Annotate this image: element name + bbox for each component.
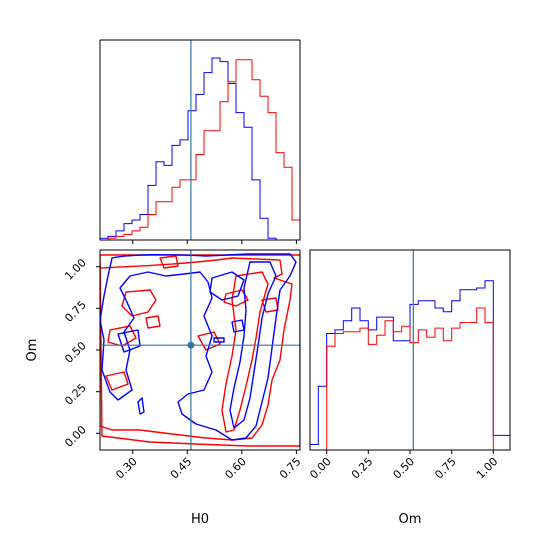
contour-red-inner xyxy=(100,257,293,441)
y-tick-label: 1.00 xyxy=(62,256,89,283)
contour-red-island xyxy=(105,371,129,391)
x-axis-label-H0: H0 xyxy=(191,512,209,527)
x-tick-label: 0.60 xyxy=(222,455,249,482)
contour-red-mid xyxy=(221,271,269,433)
panel-hist-H0 xyxy=(99,39,301,244)
contour-blue-island xyxy=(137,397,145,415)
y-tick-label: 0.50 xyxy=(62,339,89,366)
hist-Om-x-ticks: 0.00 0.25 0.50 0.75 1.00 xyxy=(307,450,500,481)
contour-blue-outer xyxy=(100,253,297,441)
x-tick-label: 0.45 xyxy=(168,455,195,482)
contour-blue-island xyxy=(209,271,245,301)
y-axis-label-Om: Om xyxy=(25,339,40,362)
hist-Om-series-1-steps xyxy=(310,307,510,450)
hist-H0-series xyxy=(100,57,300,240)
hist-Om-frame xyxy=(309,249,511,451)
panel-hist-Om: 0.00 0.25 0.50 0.75 1.00 Om xyxy=(307,249,511,527)
x-tick-label: 0.00 xyxy=(307,455,334,482)
contour-red-island xyxy=(145,315,161,329)
y-tick-label: 0.25 xyxy=(62,381,89,408)
contour-red-island xyxy=(107,325,137,347)
hist-H0-frame xyxy=(99,39,301,241)
contour-blue-island xyxy=(213,337,225,343)
contour-blue-island xyxy=(117,329,141,353)
hist-Om-series-0-steps xyxy=(310,280,510,450)
x-tick-label: 0.50 xyxy=(391,455,418,482)
contour-red-island xyxy=(159,255,179,269)
x-tick-label: 0.75 xyxy=(432,455,459,482)
contour-red-outer xyxy=(100,254,300,447)
hist-H0-ticks xyxy=(132,240,297,244)
x-tick-label: 0.30 xyxy=(113,455,140,482)
hist-Om-series xyxy=(310,280,510,450)
contour-red-island xyxy=(121,289,157,317)
x-tick-label: 0.25 xyxy=(349,455,376,482)
panel-contour-H0-Om: 0.30 0.45 0.60 0.75 0.00 0.25 0.50 0.75 … xyxy=(25,249,304,527)
y-tick-label: 0.75 xyxy=(62,298,89,325)
contour-blue-island xyxy=(231,319,245,333)
y-tick-label: 0.00 xyxy=(62,423,89,450)
truth-point xyxy=(187,341,195,349)
x-axis-label-Om: Om xyxy=(399,512,422,527)
contour-y-ticks: 0.00 0.25 0.50 0.75 1.00 xyxy=(62,256,100,450)
hist-H0-series-1-steps xyxy=(100,59,300,240)
contour-blue-inner xyxy=(229,261,277,429)
x-tick-label: 0.75 xyxy=(277,455,304,482)
x-tick-label: 1.00 xyxy=(474,455,501,482)
contour-x-ticks: 0.30 0.45 0.60 0.75 xyxy=(113,450,304,482)
contour-series-blue xyxy=(100,253,297,441)
hist-H0-series-0-steps xyxy=(100,57,300,240)
